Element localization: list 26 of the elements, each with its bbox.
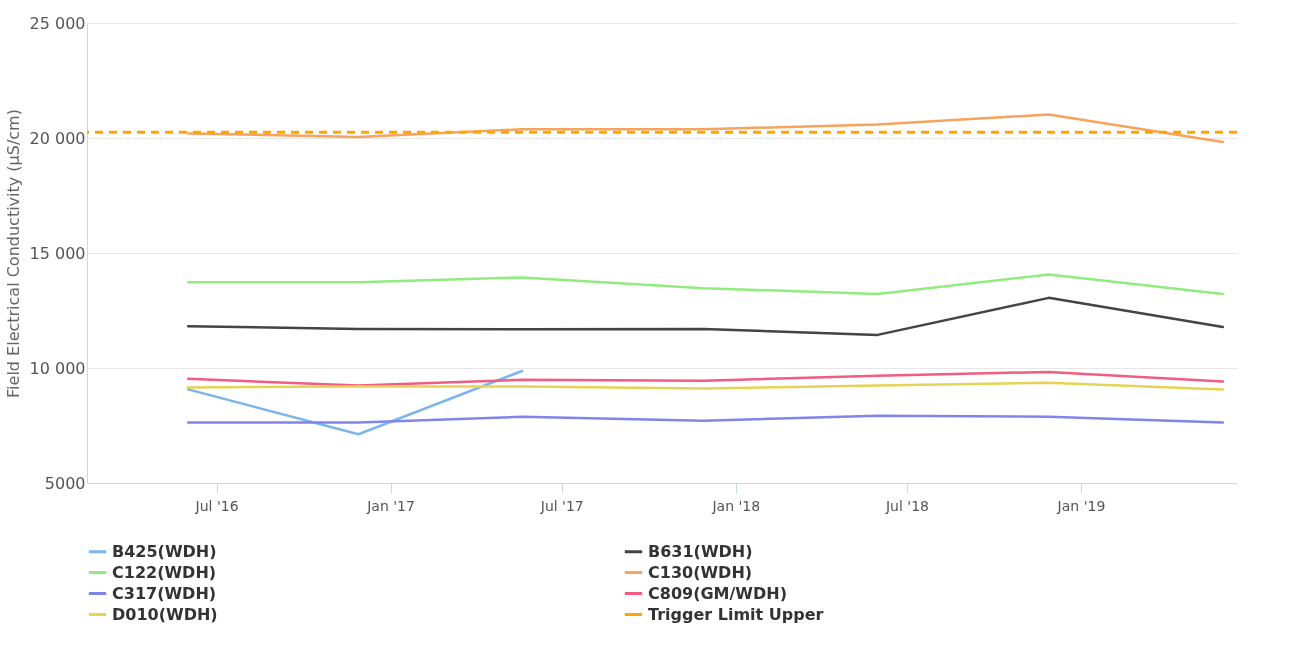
line-series (186, 296, 1225, 337)
line-series (186, 414, 1225, 424)
line-series (186, 370, 1225, 387)
line-series (186, 113, 1225, 144)
legend-label: B631(WDH) (648, 541, 753, 561)
legend-label: C122(WDH) (112, 562, 217, 582)
legend-label: C130(WDH) (648, 562, 753, 582)
y-tick-label: 25 000 (29, 13, 86, 33)
x-tick-label: Jan '18 (711, 497, 761, 514)
legend-label: C317(WDH) (112, 583, 217, 603)
legend-label: D010(WDH) (112, 604, 218, 624)
line-series (186, 273, 1225, 296)
x-tick-label: Jul '16 (194, 497, 239, 514)
legend-label: B425(WDH) (112, 541, 217, 561)
y-tick-label: 10 000 (29, 358, 86, 378)
legend-label: C809(GM/WDH) (648, 583, 787, 603)
line-series (186, 381, 1225, 391)
x-tick-label: Jul '17 (539, 497, 584, 514)
legend-label: Trigger Limit Upper (648, 604, 824, 624)
y-axis-title: Field Electrical Conductivity (µS/cm) (3, 109, 23, 398)
y-tick-label: 5000 (44, 473, 86, 493)
x-tick-label: Jan '19 (1056, 497, 1106, 514)
x-tick-label: Jul '18 (884, 497, 929, 514)
y-tick-label: 15 000 (29, 243, 86, 263)
x-tick-label: Jan '17 (366, 497, 415, 514)
y-tick-label: 20 000 (29, 128, 86, 148)
